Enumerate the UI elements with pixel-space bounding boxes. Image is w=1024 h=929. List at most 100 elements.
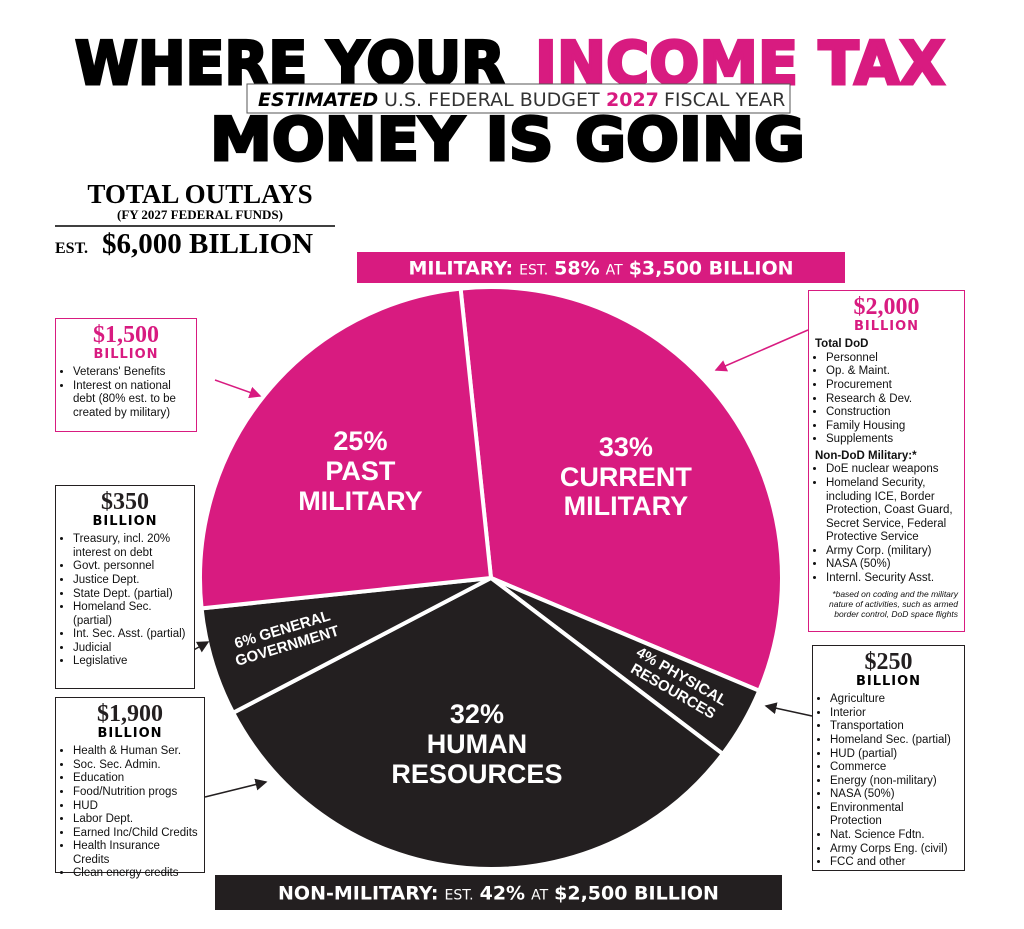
callout-unit: BILLION (97, 726, 163, 741)
banner-part: 42% (480, 883, 525, 905)
callout-heading: Non-DoD Military:* (815, 449, 917, 462)
callout-item: Labor Dept. (73, 813, 198, 827)
callout-item: Agriculture (830, 693, 958, 707)
callout-item: Construction (826, 406, 958, 420)
callout-item: Army Corp. (military) (826, 545, 958, 559)
callout-list: DoE nuclear weaponsHomeland Security, in… (815, 463, 958, 585)
callout-item: Environmental Protection (830, 802, 958, 829)
callout-item: Personnel (826, 352, 958, 366)
callout-item: Interest on national debt (80% est. to b… (73, 380, 190, 421)
callout-item: Transportation (830, 720, 958, 734)
callout-item: Clean energy credits (73, 867, 198, 881)
banner-box (357, 252, 845, 283)
callout-amount: $250 (864, 649, 913, 675)
banner-part: MILITARY: (408, 258, 513, 280)
callout-item: Legislative (73, 655, 188, 669)
arrow (214, 379, 262, 399)
banner-part: EST. (445, 888, 474, 904)
subtitle-part: ESTIMATED (258, 89, 378, 111)
callout-note: *based on coding and the military nature… (829, 589, 958, 620)
slice-label: 32% HUMAN RESOURCES (377, 700, 577, 789)
slice-label: 25% PAST MILITARY (260, 427, 460, 516)
callout-unit: BILLION (93, 347, 159, 362)
callout-item: Family Housing (826, 420, 958, 434)
callout-item: NASA (50%) (830, 788, 958, 802)
slice-label: 33% CURRENT MILITARY (526, 431, 726, 522)
callout-item: Soc. Sec. Admin. (73, 759, 198, 773)
callout-list: Health & Human Ser.Soc. Sec. Admin.Educa… (62, 745, 198, 881)
slice-category: CURRENT MILITARY (559, 461, 692, 522)
callout-heading: Total DoD (815, 338, 869, 351)
callout-item: Food/Nutrition progs (73, 786, 198, 800)
slice-category: HUMAN RESOURCES (391, 729, 563, 789)
callout-item: NASA (50%) (826, 558, 958, 572)
callout-item: Op. & Maint. (826, 365, 958, 379)
callout-unit: BILLION (853, 319, 920, 334)
banner-part: AT (531, 888, 548, 904)
banner-part: NON-MILITARY: (278, 883, 438, 905)
arrow (204, 778, 268, 798)
subtitle-box (246, 83, 791, 114)
banner-part: $2,500 BILLION (554, 883, 719, 905)
slice-category: PAST MILITARY (298, 455, 423, 516)
callout-item: Supplements (826, 433, 958, 447)
total-est: EST. (55, 240, 88, 257)
callout-item: Justice Dept. (73, 574, 188, 588)
callout-item: Health & Human Ser. (73, 745, 198, 759)
callout-item: Energy (non-military) (830, 775, 958, 789)
total-sub: (FY 2027 FEDERAL FUNDS) (117, 207, 283, 222)
callout-item: Education (73, 772, 198, 786)
banner-box (215, 875, 782, 910)
callout-item: Veterans' Benefits (73, 366, 190, 380)
subtitle-year: 2027 (606, 89, 659, 111)
callout-item: Health Insurance Credits (73, 840, 198, 867)
banner-part: AT (606, 263, 623, 279)
callout-item: Commerce (830, 761, 958, 775)
callout-item: Internl. Security Asst. (826, 572, 958, 586)
banners: MILITARY: EST. 58% AT $3,500 BILLION NON-MILI… (215, 252, 845, 910)
callout-item: Procurement (826, 379, 958, 393)
arrow (714, 329, 809, 372)
pie-slice (458, 285, 784, 694)
total-heading: TOTAL OUTLAYS (87, 179, 312, 209)
slice-percent: 32% (449, 699, 504, 730)
pie (198, 285, 784, 871)
banner-text: NON-MILITARY: EST. 42% AT $2,500 BILLION (278, 883, 719, 905)
slice-percent: 25% (333, 426, 388, 457)
callout-item: Earned Inc/Child Credits (73, 827, 198, 841)
title-part: MONEY IS GOING (210, 105, 805, 175)
title-part: WHERE YOUR (75, 29, 505, 99)
callout-unit: BILLION (855, 674, 922, 689)
callout-list: PersonnelOp. & Maint.ProcurementResearch… (815, 352, 958, 447)
arrow (764, 702, 813, 717)
callout-amount: $350 (101, 489, 149, 515)
callout-item: Homeland Sec. (partial) (830, 734, 958, 748)
pie-slice (198, 286, 494, 611)
banner-text: MILITARY: EST. 58% AT $3,500 BILLION (408, 258, 793, 280)
callout-item: Homeland Sec. (partial) (73, 601, 188, 628)
callout-item: FCC and other (830, 856, 958, 870)
callout-item: DoE nuclear weapons (826, 463, 958, 477)
callout-amount: $2,000 (853, 294, 920, 320)
callout-item: HUD (partial) (830, 748, 958, 762)
subtitle-part: U.S. FEDERAL BUDGET (384, 89, 600, 111)
banner-part: $3,500 BILLION (629, 258, 794, 280)
callout-item: Treasury, incl. 20% interest on debt (73, 533, 188, 560)
banner-part: EST. (519, 263, 548, 279)
callout-item: Govt. personnel (73, 560, 188, 574)
callout-item: Int. Sec. Asst. (partial) (73, 628, 188, 642)
subtitle-part: FISCAL YEAR (664, 89, 785, 111)
callout-list: AgricultureInteriorTransportationHomelan… (819, 693, 958, 869)
slice-percent: 33% (598, 431, 653, 462)
callout-item: State Dept. (partial) (73, 588, 188, 602)
callout-item: Nat. Science Fdtn. (830, 829, 958, 843)
total-amount: $6,000 BILLION (102, 228, 313, 260)
callout-item: Army Corps Eng. (civil) (830, 843, 958, 857)
